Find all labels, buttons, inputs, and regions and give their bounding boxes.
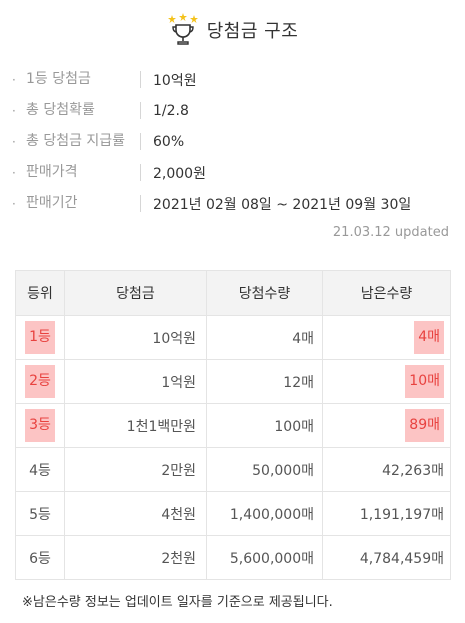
amount-cell: 1천1백만원: [64, 403, 207, 448]
remaining-cell: 89매: [322, 403, 451, 448]
remaining-cell: 42,263매: [322, 447, 451, 492]
bullet-icon: ·: [12, 196, 16, 211]
table-row: 2등 1억원 12매 10매: [15, 359, 451, 404]
column-header-count: 당첨수량: [206, 270, 323, 316]
footnote: ※남은수량 정보는 업데이트 일자를 기준으로 제공됩니다.: [22, 595, 333, 610]
info-value: 1/2.8: [153, 102, 189, 119]
rank-cell: 3등: [15, 403, 65, 448]
remaining-cell: 1,191,197매: [322, 491, 451, 536]
remaining-cell: 4,784,459매: [322, 535, 451, 580]
count-cell: 12매: [206, 359, 323, 404]
info-row-price: · 판매가격 2,000원: [12, 157, 452, 188]
table-row: 3등 1천1백만원 100매 89매: [15, 403, 451, 448]
amount-cell: 4천원: [64, 491, 207, 536]
info-label: 1등 당첨금: [24, 71, 141, 88]
info-label: 판매기간: [24, 195, 141, 212]
prize-table: 등위 당첨금 당첨수량 남은수량 1등 10억원 4매 4매 2등 1억원 12…: [15, 270, 451, 580]
remaining-cell: 4매: [322, 315, 451, 360]
count-cell: 5,600,000매: [206, 535, 323, 580]
count-cell: 4매: [206, 315, 323, 360]
amount-cell: 2천원: [64, 535, 207, 580]
info-label: 총 당첨금 지급률: [24, 133, 141, 150]
table-row: 1등 10억원 4매 4매: [15, 315, 451, 360]
bullet-icon: ·: [12, 72, 16, 87]
info-list: · 1등 당첨금 10억원 · 총 당첨확률 1/2.8 · 총 당첨금 지급률…: [12, 64, 452, 219]
info-value: 10억원: [153, 72, 197, 89]
table-row: 6등 2천원 5,600,000매 4,784,459매: [15, 535, 451, 580]
info-label: 총 당첨확률: [24, 102, 141, 119]
bullet-icon: ·: [12, 134, 16, 149]
info-value: 2,000원: [153, 165, 206, 182]
count-cell: 1,400,000매: [206, 491, 323, 536]
table-row: 5등 4천원 1,400,000매 1,191,197매: [15, 491, 451, 536]
remaining-highlight: 89매: [405, 409, 444, 442]
info-value: 60%: [153, 133, 185, 150]
remaining-highlight: 10매: [405, 365, 444, 398]
bullet-icon: ·: [12, 165, 16, 180]
table-header-row: 등위 당첨금 당첨수량 남은수량: [15, 270, 451, 316]
column-header-amount: 당첨금: [64, 270, 207, 316]
info-row-win-probability: · 총 당첨확률 1/2.8: [12, 95, 452, 126]
page-header: 당첨금 구조: [0, 10, 465, 50]
bullet-icon: ·: [12, 103, 16, 118]
updated-timestamp: 21.03.12 updated: [332, 225, 449, 240]
amount-cell: 10억원: [64, 315, 207, 360]
rank-highlight: 3등: [25, 409, 55, 442]
amount-cell: 1억원: [64, 359, 207, 404]
remaining-highlight: 4매: [414, 321, 444, 354]
count-cell: 100매: [206, 403, 323, 448]
count-cell: 50,000매: [206, 447, 323, 492]
trophy-icon: [167, 13, 198, 45]
info-row-sale-period: · 판매기간 2021년 02월 08일 ~ 2021년 09월 30일: [12, 188, 452, 219]
info-value: 2021년 02월 08일 ~ 2021년 09월 30일: [153, 196, 412, 213]
column-header-rank: 등위: [15, 270, 65, 316]
rank-highlight: 1등: [25, 321, 55, 354]
info-row-first-prize: · 1등 당첨금 10억원: [12, 64, 452, 95]
info-label: 판매가격: [24, 164, 141, 181]
page-title: 당첨금 구조: [206, 21, 299, 42]
info-row-payout-rate: · 총 당첨금 지급률 60%: [12, 126, 452, 157]
rank-cell: 1등: [15, 315, 65, 360]
rank-cell: 6등: [15, 535, 65, 580]
rank-cell: 2등: [15, 359, 65, 404]
amount-cell: 2만원: [64, 447, 207, 492]
rank-cell: 5등: [15, 491, 65, 536]
rank-highlight: 2등: [25, 365, 55, 398]
remaining-cell: 10매: [322, 359, 451, 404]
table-row: 4등 2만원 50,000매 42,263매: [15, 447, 451, 492]
rank-cell: 4등: [15, 447, 65, 492]
column-header-remaining: 남은수량: [322, 270, 451, 316]
